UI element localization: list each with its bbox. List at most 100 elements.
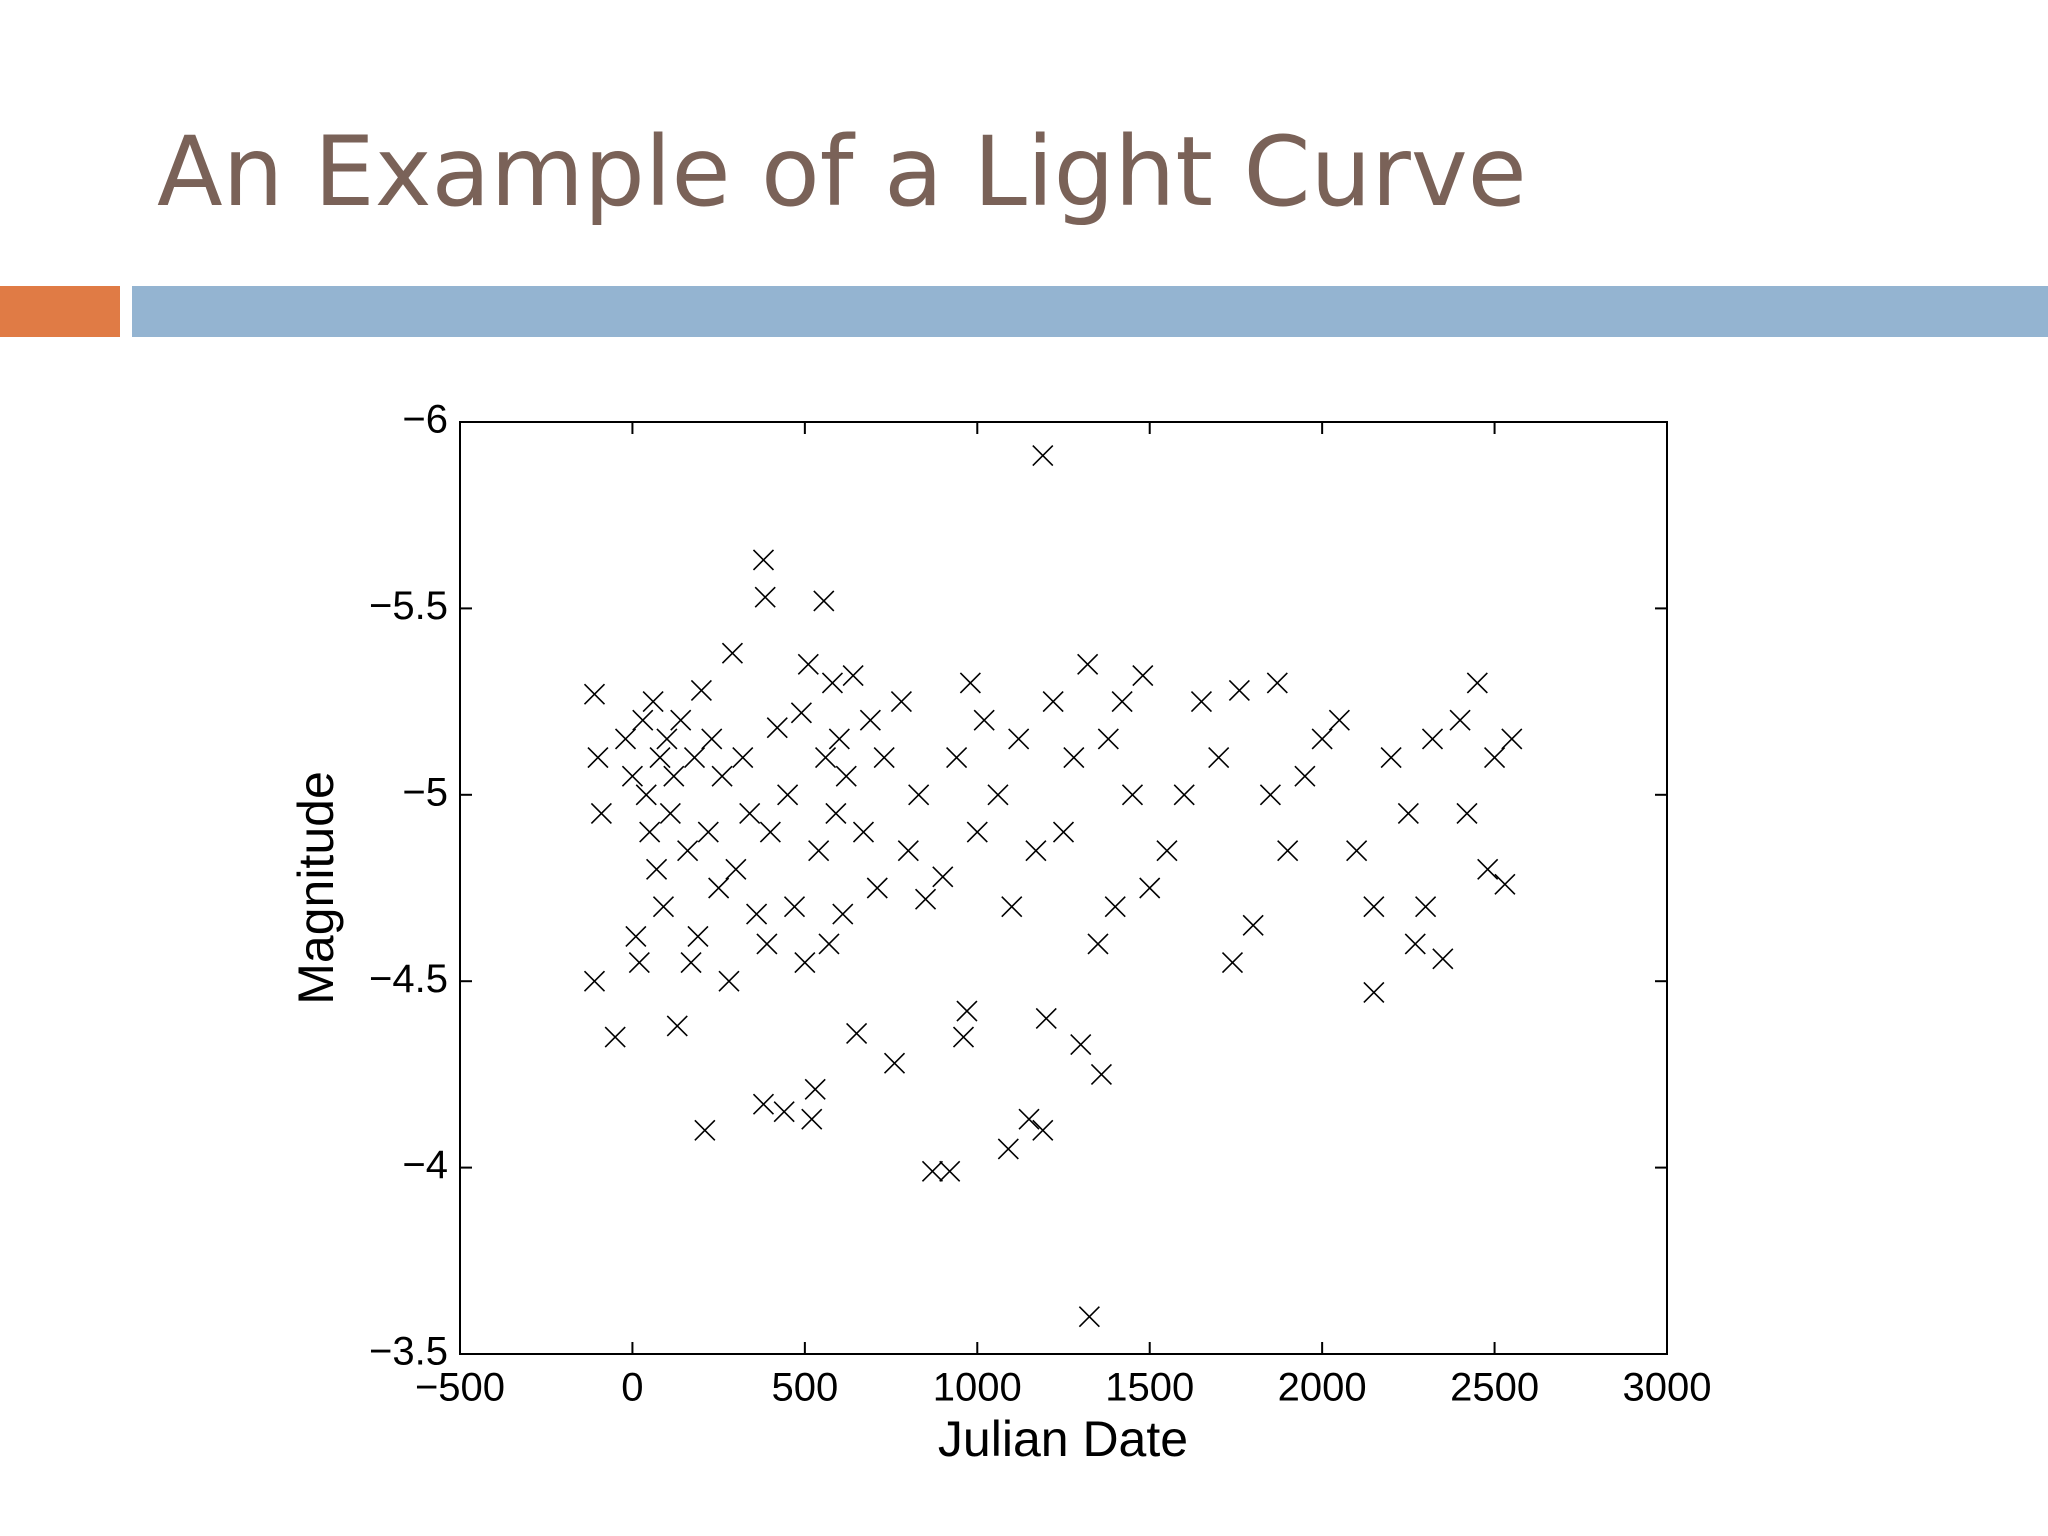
- data-point: [1208, 746, 1230, 769]
- data-point: [873, 746, 895, 769]
- y-axis-label: Magnitude: [288, 771, 344, 1005]
- data-point: [759, 821, 781, 843]
- data-point: [813, 590, 835, 612]
- y-tick-label: −5.5: [369, 584, 448, 628]
- data-point: [1173, 784, 1195, 806]
- data-point: [1228, 679, 1250, 701]
- data-point: [966, 821, 988, 843]
- data-point: [701, 728, 723, 750]
- data-point: [1346, 840, 1368, 862]
- data-point: [939, 1160, 961, 1182]
- data-point: [1104, 896, 1126, 918]
- data-point: [1032, 444, 1054, 467]
- data-point: [825, 802, 847, 825]
- data-point: [690, 679, 712, 701]
- data-point: [652, 896, 675, 918]
- data-point: [1001, 896, 1023, 918]
- data-point: [766, 717, 788, 739]
- data-point: [1421, 728, 1444, 750]
- data-point: [1078, 1306, 1100, 1328]
- data-point: [1415, 896, 1437, 918]
- plot-frame: [459, 421, 1668, 1355]
- data-point: [801, 1108, 823, 1130]
- data-point: [890, 691, 912, 713]
- data-point: [1501, 728, 1523, 750]
- data-point: [587, 746, 609, 769]
- data-point: [614, 728, 637, 750]
- data-point: [732, 746, 754, 769]
- data-point: [997, 1138, 1019, 1160]
- data-point: [842, 664, 864, 687]
- y-tick-label: −4: [402, 1143, 448, 1187]
- x-tick-label: 1500: [1105, 1366, 1194, 1410]
- data-point: [1277, 840, 1299, 862]
- data-point: [828, 728, 850, 750]
- data-point: [908, 784, 930, 806]
- data-point: [721, 642, 744, 664]
- data-point: [1456, 802, 1478, 825]
- data-point: [683, 746, 706, 769]
- data-point: [1266, 672, 1288, 694]
- data-point: [956, 1000, 978, 1022]
- x-tick-label: 2000: [1278, 1366, 1367, 1410]
- data-point: [718, 970, 740, 992]
- data-point: [1242, 914, 1264, 936]
- data-point: [625, 925, 647, 948]
- data-point: [646, 858, 668, 880]
- data-point: [697, 821, 719, 843]
- data-point: [663, 765, 685, 787]
- data-point: [1042, 691, 1064, 713]
- x-tick-label: 3000: [1623, 1366, 1712, 1410]
- data-point: [1432, 948, 1454, 970]
- data-point: [756, 933, 778, 955]
- data-point: [621, 765, 643, 787]
- data-point: [1090, 1063, 1112, 1085]
- data-point: [711, 765, 733, 787]
- data-point: [1156, 840, 1178, 862]
- data-point: [1132, 664, 1154, 687]
- data-point: [987, 784, 1009, 806]
- data-point: [1328, 709, 1350, 731]
- data-point: [754, 586, 776, 608]
- data-point: [794, 951, 816, 974]
- data-point: [694, 1119, 716, 1141]
- data-point: [797, 653, 819, 675]
- data-point: [1070, 1034, 1092, 1056]
- data-point: [1494, 873, 1516, 895]
- data-point: [670, 709, 692, 731]
- data-point: [852, 821, 875, 843]
- y-tick-label: −3.5: [369, 1330, 448, 1374]
- x-axis-label: Julian Date: [938, 1411, 1188, 1467]
- data-point: [773, 1101, 795, 1123]
- data-point: [832, 903, 854, 925]
- data-point: [583, 683, 606, 705]
- data-point: [1477, 858, 1499, 880]
- data-point: [656, 728, 678, 750]
- data-point: [1025, 840, 1047, 862]
- data-point: [808, 840, 830, 862]
- data-point: [752, 1093, 775, 1115]
- data-point: [1018, 1108, 1040, 1130]
- data-point: [752, 549, 775, 571]
- data-point: [680, 951, 702, 974]
- data-point: [835, 765, 857, 787]
- data-point: [932, 866, 954, 888]
- data-point: [1311, 728, 1333, 750]
- data-point: [866, 877, 888, 899]
- data-point: [639, 821, 661, 843]
- data-point: [632, 709, 654, 731]
- data-point: [628, 951, 650, 974]
- data-point: [583, 970, 606, 992]
- data-point: [790, 702, 812, 724]
- data-point: [1363, 896, 1385, 918]
- data-point: [635, 784, 657, 806]
- y-tick-label: −4.5: [369, 957, 448, 1001]
- data-point: [1097, 728, 1119, 750]
- data-point: [814, 746, 837, 769]
- data-point: [1032, 1119, 1054, 1141]
- data-point: [1449, 709, 1471, 731]
- data-point: [818, 933, 840, 955]
- title-bar: [132, 286, 2048, 337]
- data-point: [1380, 746, 1402, 769]
- data-point: [959, 672, 981, 694]
